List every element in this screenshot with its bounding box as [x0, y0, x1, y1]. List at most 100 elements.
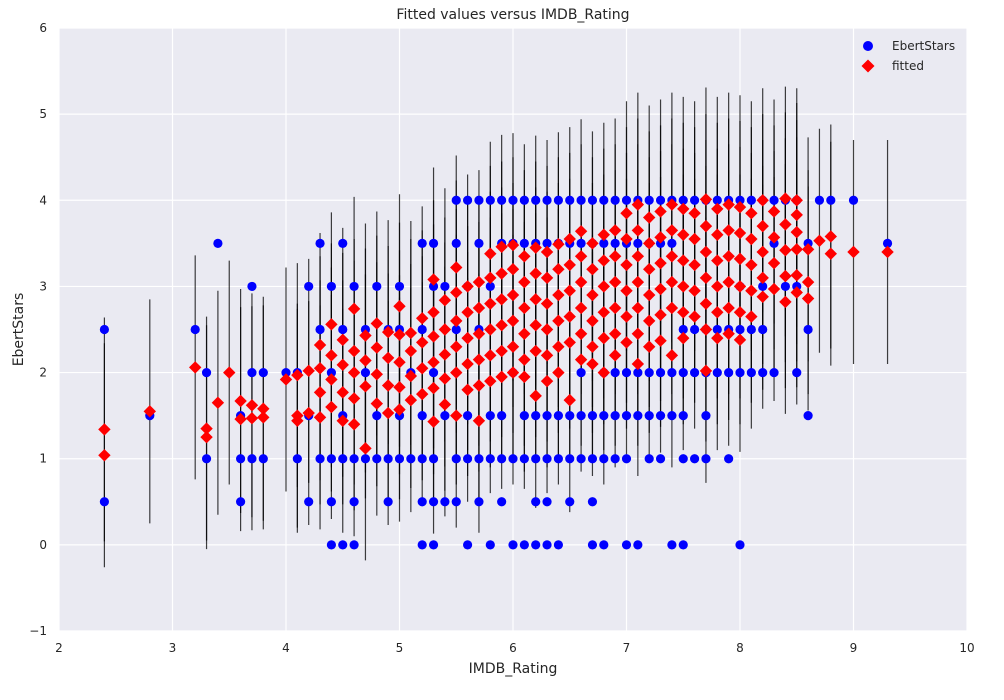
data-point-ebertstars	[678, 411, 688, 421]
data-point-fitted	[347, 418, 361, 431]
data-point-ebertstars	[599, 454, 609, 464]
data-point-ebertstars	[440, 281, 450, 292]
data-point-fitted	[404, 369, 418, 383]
data-point-fitted	[620, 310, 633, 323]
x-tick-label: 2	[55, 641, 63, 655]
data-point-fitted	[438, 398, 452, 411]
data-point-fitted	[438, 348, 452, 361]
data-point-fitted	[677, 331, 690, 345]
data-point-fitted	[506, 314, 520, 328]
data-point-ebertstars	[599, 238, 609, 248]
data-point-ebertstars	[349, 281, 359, 292]
data-point-fitted	[586, 237, 599, 250]
data-point-ebertstars	[428, 238, 439, 248]
data-point-fitted	[404, 326, 418, 340]
data-point-ebertstars	[655, 454, 666, 464]
data-point-ebertstars	[644, 367, 654, 378]
data-point-ebertstars	[394, 454, 405, 464]
data-point-ebertstars	[463, 454, 473, 464]
data-point-ebertstars	[667, 238, 677, 248]
data-point-fitted	[643, 237, 656, 250]
data-point-ebertstars	[621, 367, 632, 378]
data-point-fitted	[756, 219, 769, 233]
chart-title: Fitted values versus IMDB_Rating	[396, 7, 629, 23]
data-point-ebertstars	[451, 324, 461, 335]
data-point-fitted	[98, 423, 111, 436]
data-point-ebertstars	[508, 454, 518, 464]
data-point-fitted	[472, 327, 486, 341]
data-point-fitted	[200, 422, 213, 435]
data-point-fitted	[631, 224, 645, 237]
data-point-fitted	[745, 258, 758, 272]
data-point-ebertstars	[712, 367, 722, 378]
data-point-fitted	[484, 323, 497, 336]
data-point-fitted	[472, 353, 486, 366]
data-point-ebertstars	[463, 195, 473, 205]
data-point-fitted	[631, 327, 645, 341]
data-point-fitted	[574, 327, 588, 341]
data-point-fitted	[416, 336, 429, 349]
data-point-fitted	[484, 271, 497, 285]
data-point-ebertstars	[576, 454, 586, 464]
data-point-ebertstars	[497, 411, 507, 421]
data-point-ebertstars	[236, 454, 246, 464]
data-point-ebertstars	[587, 411, 598, 421]
data-point-fitted	[529, 267, 542, 280]
data-point-fitted	[438, 323, 452, 336]
data-point-fitted	[733, 226, 747, 240]
data-point-ebertstars	[508, 195, 518, 205]
data-point-ebertstars	[440, 411, 450, 421]
data-point-ebertstars	[440, 497, 450, 507]
data-point-fitted	[223, 366, 236, 379]
data-point-ebertstars	[633, 367, 643, 378]
data-point-fitted	[631, 357, 645, 371]
data-point-fitted	[574, 301, 588, 315]
legend-marker-fitted	[861, 59, 875, 73]
data-point-fitted	[665, 275, 679, 289]
data-point-ebertstars	[565, 454, 575, 464]
data-point-ebertstars	[338, 238, 348, 248]
data-point-fitted	[586, 314, 599, 328]
data-point-fitted	[586, 263, 599, 276]
data-point-ebertstars	[201, 367, 212, 378]
data-point-ebertstars	[508, 540, 518, 550]
data-point-fitted	[563, 393, 576, 407]
data-point-fitted	[450, 340, 463, 353]
data-point-fitted	[143, 405, 156, 418]
data-point-fitted	[381, 406, 395, 420]
data-point-ebertstars	[258, 454, 268, 464]
data-point-fitted	[699, 219, 713, 233]
data-point-fitted	[416, 362, 429, 375]
data-point-fitted	[722, 224, 735, 237]
data-point-ebertstars	[610, 454, 620, 464]
data-point-fitted	[257, 411, 270, 424]
data-point-fitted	[393, 403, 406, 416]
data-point-fitted	[608, 327, 622, 341]
data-point-fitted	[620, 258, 633, 272]
data-point-fitted	[711, 331, 724, 345]
data-point-ebertstars	[735, 324, 745, 335]
data-point-fitted	[688, 310, 701, 323]
data-point-fitted	[779, 295, 792, 309]
data-point-fitted	[677, 306, 690, 319]
data-point-ebertstars	[758, 324, 768, 335]
data-point-ebertstars	[417, 324, 427, 335]
data-point-ebertstars	[519, 238, 529, 248]
data-point-ebertstars	[428, 454, 439, 464]
data-point-fitted	[427, 273, 440, 286]
data-point-ebertstars	[247, 281, 257, 292]
data-point-fitted	[495, 293, 508, 306]
data-point-fitted	[881, 245, 894, 259]
data-point-fitted	[347, 366, 361, 379]
data-point-fitted	[472, 301, 486, 315]
data-point-fitted	[495, 318, 508, 332]
data-point-ebertstars	[485, 281, 495, 292]
x-tick-label: 4	[282, 641, 290, 655]
data-point-fitted	[722, 301, 735, 315]
data-point-ebertstars	[735, 195, 745, 205]
data-point-ebertstars	[315, 238, 325, 248]
y-tick-label: −1	[29, 624, 47, 638]
data-point-ebertstars	[587, 497, 598, 507]
data-point-fitted	[359, 442, 372, 455]
data-point-fitted	[677, 280, 690, 293]
